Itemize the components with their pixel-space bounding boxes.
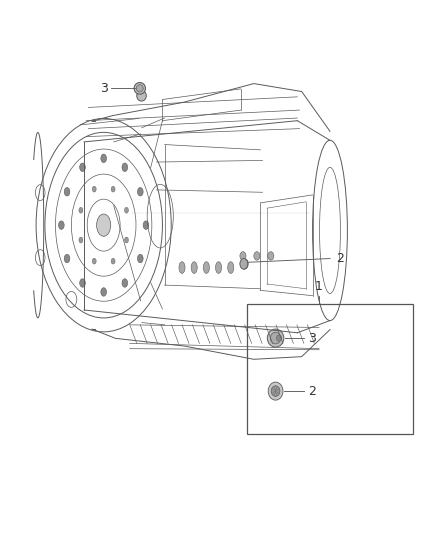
Ellipse shape <box>80 163 85 172</box>
Ellipse shape <box>122 163 127 172</box>
Ellipse shape <box>276 335 282 341</box>
Text: 3: 3 <box>308 332 316 344</box>
Ellipse shape <box>215 262 222 273</box>
Ellipse shape <box>228 262 234 273</box>
Text: 3: 3 <box>100 82 108 95</box>
Ellipse shape <box>80 279 85 287</box>
Ellipse shape <box>124 207 128 213</box>
Text: 1: 1 <box>315 280 323 293</box>
Ellipse shape <box>138 254 143 263</box>
Ellipse shape <box>137 91 146 101</box>
Ellipse shape <box>191 262 197 273</box>
Ellipse shape <box>136 85 143 92</box>
Ellipse shape <box>267 329 284 347</box>
Ellipse shape <box>79 237 83 243</box>
Ellipse shape <box>240 252 246 260</box>
Ellipse shape <box>240 259 248 269</box>
Ellipse shape <box>92 258 96 264</box>
Ellipse shape <box>79 207 83 213</box>
Ellipse shape <box>101 288 106 296</box>
Ellipse shape <box>97 214 111 236</box>
Ellipse shape <box>138 188 143 196</box>
Text: 2: 2 <box>308 385 316 398</box>
Ellipse shape <box>268 382 283 400</box>
Text: 2: 2 <box>336 252 344 265</box>
Ellipse shape <box>254 252 260 260</box>
Ellipse shape <box>268 252 274 260</box>
Ellipse shape <box>240 259 248 269</box>
Ellipse shape <box>111 258 115 264</box>
Ellipse shape <box>134 83 145 94</box>
Ellipse shape <box>270 332 281 344</box>
Ellipse shape <box>124 237 128 243</box>
Ellipse shape <box>111 186 115 192</box>
Ellipse shape <box>64 188 70 196</box>
Ellipse shape <box>179 262 185 273</box>
Ellipse shape <box>59 221 64 229</box>
Ellipse shape <box>92 186 96 192</box>
Ellipse shape <box>122 279 127 287</box>
Ellipse shape <box>101 154 106 163</box>
Ellipse shape <box>64 254 70 263</box>
Ellipse shape <box>271 386 280 397</box>
Ellipse shape <box>203 262 209 273</box>
Ellipse shape <box>143 221 149 229</box>
